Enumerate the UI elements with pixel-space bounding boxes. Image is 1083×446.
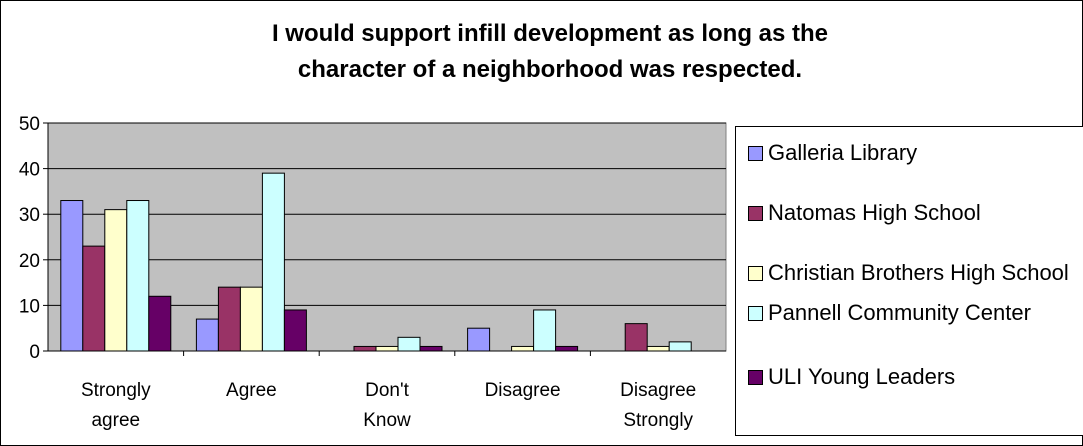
bar	[261, 172, 285, 352]
legend-label: Galleria Library	[768, 140, 918, 165]
legend-label: Pannell Community Center	[768, 300, 1031, 325]
bar	[646, 345, 670, 352]
bar	[283, 309, 307, 352]
bar	[624, 323, 648, 352]
axes	[47, 123, 726, 356]
y-tick-label: 10	[19, 296, 40, 317]
x-tick-label: Disagree Strongly	[620, 380, 696, 431]
y-tick-label: 30	[19, 205, 40, 226]
bar	[397, 336, 421, 352]
x-tick-label: Don't Know	[363, 380, 411, 431]
chart-title-line-2: character of a neighborhood was respecte…	[297, 56, 803, 83]
bar	[668, 341, 692, 352]
bar	[511, 345, 535, 352]
legend-swatch	[748, 306, 763, 321]
legend-label: ULI Young Leaders	[768, 364, 956, 389]
bar	[82, 245, 106, 352]
bar	[217, 286, 241, 352]
legend-swatch	[748, 146, 763, 161]
y-tick-label: 0	[29, 342, 40, 363]
y-tick-label: 40	[19, 160, 40, 181]
bar	[195, 318, 219, 352]
x-tick-label: Disagree	[485, 380, 561, 401]
legend-label: Christian Brothers High School	[768, 260, 1069, 285]
legend-swatch	[748, 206, 763, 221]
y-tick-label: 50	[19, 114, 40, 135]
x-tick-label: Strongly agree	[81, 380, 151, 431]
bar	[353, 345, 377, 352]
chart-title: I would support infill development as lo…	[150, 16, 950, 88]
bar	[419, 345, 443, 352]
y-tick-label: 20	[19, 251, 40, 272]
bar	[126, 200, 150, 352]
bar	[148, 295, 172, 352]
x-axis-labels: Strongly agree Agree Don't Know Disagree Disag…	[81, 380, 696, 431]
bar	[467, 327, 491, 352]
bar	[104, 209, 128, 352]
chart-title-line-1: I would support infill development as lo…	[271, 20, 829, 47]
y-axis-ticks: 0 10 20 30 40 50	[19, 114, 48, 363]
x-tick-label: Agree	[226, 380, 277, 401]
legend-swatch	[748, 370, 763, 385]
legend-label: Natomas High School	[768, 200, 981, 225]
bar	[60, 200, 84, 352]
bar	[375, 345, 399, 352]
bar	[533, 309, 557, 352]
bar	[555, 345, 579, 352]
bars	[60, 172, 692, 352]
bar	[239, 286, 263, 352]
legend: Galleria Library Natomas High School Chr…	[735, 126, 1083, 436]
legend-swatch	[748, 266, 763, 281]
